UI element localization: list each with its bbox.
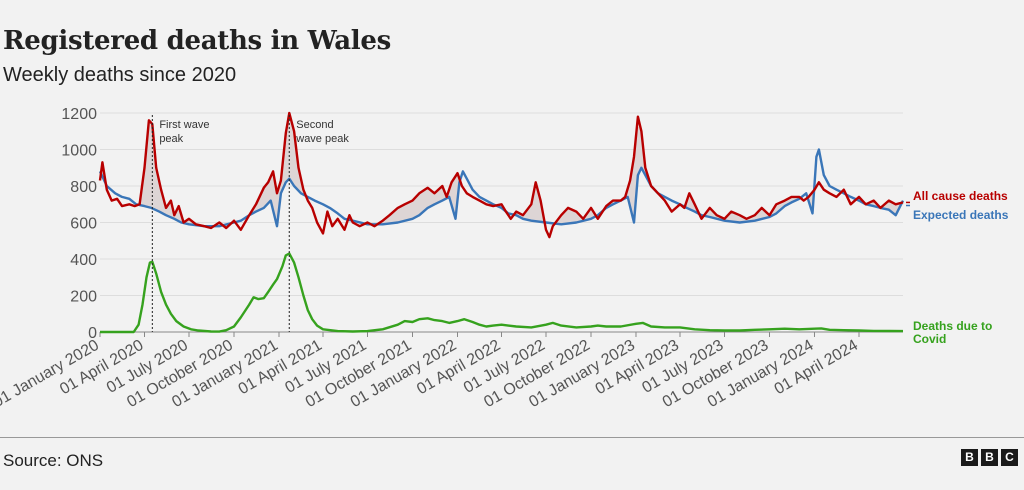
source-note: Source: ONS xyxy=(3,451,104,470)
footer-divider xyxy=(0,437,1024,438)
annotation-text: wave peak xyxy=(295,133,349,145)
y-tick-label: 600 xyxy=(70,216,97,233)
series-label-all-cause: All cause deaths xyxy=(913,189,1008,203)
y-axis: 0 200 400 600 800 1000 1200 xyxy=(61,106,97,342)
series-line-covid xyxy=(100,252,904,334)
series-label-covid: Covid xyxy=(913,332,946,346)
y-tick-label: 0 xyxy=(88,325,97,342)
y-tick-label: 1000 xyxy=(61,143,97,160)
logo-letter-c: C xyxy=(1001,449,1018,466)
excess-fill-area xyxy=(100,118,903,227)
annotations: First wave peak Second wave peak xyxy=(151,115,349,332)
y-tick-label: 200 xyxy=(70,289,97,306)
series-label-expected: Expected deaths xyxy=(913,208,1009,222)
chart: 0 200 400 600 800 1000 1200 01 January 202001 … xyxy=(0,106,1009,411)
y-tick-label: 1200 xyxy=(61,106,97,123)
logo-letter-b1: B xyxy=(961,449,978,466)
series-lines xyxy=(98,111,905,334)
bbc-logo: B B C xyxy=(961,449,1018,466)
y-tick-label: 800 xyxy=(70,179,97,196)
page-title: Registered deaths in Wales xyxy=(3,26,391,56)
y-tick-label: 400 xyxy=(70,252,97,269)
annotation-text: Second xyxy=(296,119,333,131)
annotation-text: peak xyxy=(159,133,183,145)
annotation-text: First wave xyxy=(159,119,209,131)
series-line-expected xyxy=(98,148,905,228)
series-line-all-cause xyxy=(98,111,904,239)
page-subtitle: Weekly deaths since 2020 xyxy=(3,64,237,86)
logo-letter-b2: B xyxy=(981,449,998,466)
series-label-covid: Deaths due to xyxy=(913,319,992,333)
legend-labels: All cause deaths Expected deaths Deaths du… xyxy=(906,189,1009,346)
